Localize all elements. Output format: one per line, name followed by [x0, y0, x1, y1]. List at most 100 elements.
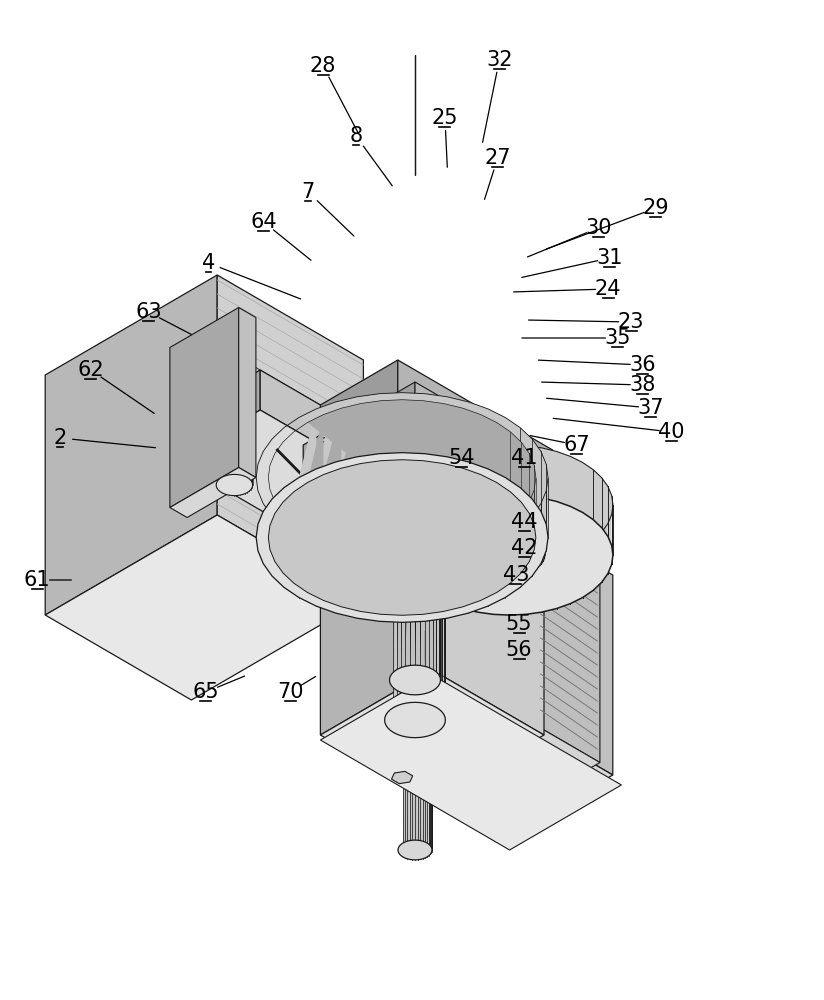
Polygon shape	[394, 448, 454, 483]
Text: 37: 37	[638, 398, 664, 418]
Polygon shape	[385, 702, 446, 738]
Polygon shape	[321, 395, 553, 530]
Text: 40: 40	[658, 422, 685, 442]
Polygon shape	[367, 400, 463, 456]
Polygon shape	[390, 665, 441, 695]
Polygon shape	[218, 275, 363, 600]
Text: 2: 2	[54, 428, 67, 448]
Polygon shape	[321, 670, 544, 800]
Text: 30: 30	[585, 218, 611, 238]
Polygon shape	[222, 434, 253, 492]
Text: 23: 23	[618, 312, 644, 332]
Polygon shape	[437, 548, 540, 788]
Polygon shape	[269, 460, 536, 615]
Polygon shape	[303, 420, 570, 575]
Text: 44: 44	[511, 512, 537, 532]
Polygon shape	[544, 535, 613, 775]
Polygon shape	[493, 491, 534, 565]
Polygon shape	[447, 534, 469, 546]
Polygon shape	[527, 470, 596, 530]
Polygon shape	[170, 468, 256, 518]
Text: 62: 62	[77, 360, 104, 380]
Polygon shape	[303, 390, 398, 475]
Polygon shape	[45, 515, 363, 700]
Text: 4: 4	[202, 253, 215, 273]
Polygon shape	[437, 728, 600, 822]
Polygon shape	[485, 484, 545, 570]
Text: 65: 65	[193, 682, 219, 702]
Text: 35: 35	[605, 328, 631, 348]
Polygon shape	[433, 470, 527, 545]
Polygon shape	[170, 308, 239, 508]
Text: 24: 24	[595, 279, 621, 299]
Polygon shape	[433, 470, 544, 735]
Polygon shape	[45, 275, 218, 615]
Polygon shape	[433, 490, 596, 585]
Text: 42: 42	[511, 538, 537, 558]
Polygon shape	[433, 735, 613, 840]
Polygon shape	[406, 495, 613, 615]
Polygon shape	[367, 382, 415, 428]
Polygon shape	[394, 482, 446, 732]
Polygon shape	[226, 350, 355, 505]
Polygon shape	[356, 516, 423, 554]
Polygon shape	[239, 308, 256, 478]
Polygon shape	[174, 410, 587, 650]
Polygon shape	[398, 840, 432, 860]
Text: 38: 38	[630, 375, 656, 395]
Polygon shape	[419, 428, 454, 468]
Text: 67: 67	[564, 435, 590, 455]
Text: 29: 29	[643, 198, 669, 218]
Polygon shape	[434, 476, 491, 554]
Polygon shape	[391, 771, 413, 784]
Polygon shape	[437, 445, 613, 597]
Text: 31: 31	[597, 248, 623, 268]
Polygon shape	[501, 498, 522, 560]
Text: 27: 27	[485, 148, 511, 168]
Text: 54: 54	[448, 448, 475, 468]
Text: 32: 32	[486, 50, 513, 70]
Polygon shape	[366, 456, 423, 549]
Polygon shape	[256, 453, 548, 622]
Polygon shape	[174, 370, 260, 460]
Polygon shape	[442, 482, 481, 550]
Polygon shape	[435, 527, 481, 553]
Text: 63: 63	[135, 302, 162, 322]
Polygon shape	[398, 360, 553, 485]
Text: 8: 8	[349, 126, 363, 146]
Text: 25: 25	[432, 108, 458, 128]
Polygon shape	[374, 463, 410, 544]
Polygon shape	[368, 523, 410, 547]
Polygon shape	[450, 489, 469, 544]
Polygon shape	[498, 548, 522, 562]
Polygon shape	[475, 534, 545, 576]
Text: 36: 36	[630, 355, 656, 375]
Text: 70: 70	[277, 682, 303, 702]
Polygon shape	[260, 370, 587, 600]
Polygon shape	[433, 535, 544, 800]
Polygon shape	[380, 530, 398, 540]
Text: 55: 55	[506, 614, 532, 634]
Polygon shape	[299, 393, 548, 597]
Text: 64: 64	[250, 212, 277, 232]
Text: 41: 41	[511, 448, 537, 468]
Text: 61: 61	[24, 570, 50, 590]
Polygon shape	[398, 390, 570, 520]
Text: 43: 43	[503, 565, 529, 585]
Text: 56: 56	[506, 640, 532, 660]
Polygon shape	[383, 470, 398, 539]
Polygon shape	[485, 541, 534, 569]
Polygon shape	[307, 400, 536, 592]
Text: 7: 7	[302, 182, 315, 202]
Polygon shape	[397, 485, 441, 690]
Polygon shape	[321, 360, 398, 440]
Polygon shape	[540, 548, 600, 762]
Polygon shape	[424, 521, 491, 559]
Polygon shape	[321, 470, 433, 735]
Polygon shape	[415, 382, 463, 428]
Polygon shape	[403, 490, 432, 857]
Polygon shape	[321, 675, 621, 850]
Polygon shape	[216, 474, 253, 496]
Polygon shape	[394, 428, 419, 462]
Text: 28: 28	[310, 56, 336, 76]
